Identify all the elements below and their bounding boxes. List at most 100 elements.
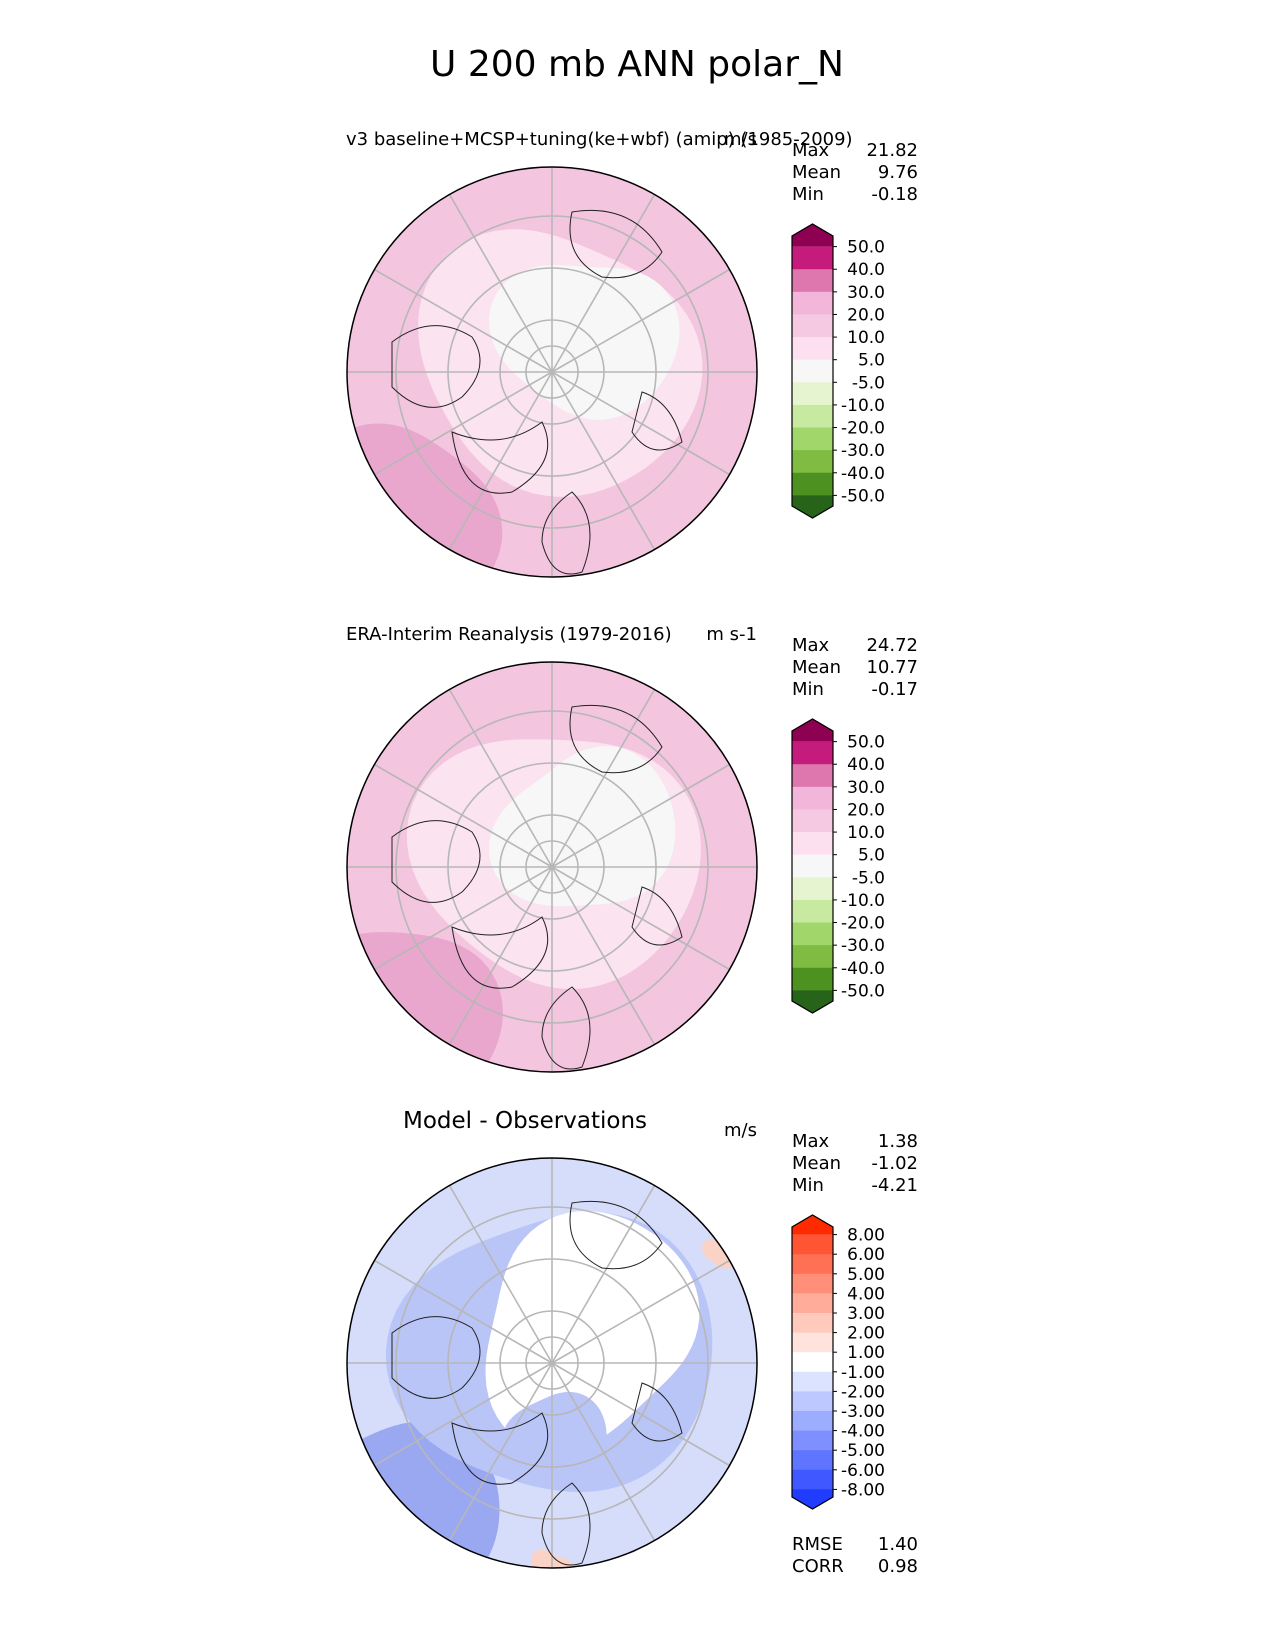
colorbar-segment xyxy=(792,291,833,315)
longitude-line xyxy=(448,1362,553,1541)
colorbar-tick-label: -10.0 xyxy=(841,891,885,911)
colorbar-segment xyxy=(792,832,833,856)
coastline xyxy=(391,820,481,903)
stat-value: -0.17 xyxy=(871,679,918,700)
stat-label: Max xyxy=(792,635,830,656)
colorbar-segment xyxy=(792,1313,833,1334)
colorbar-tick-label: -3.00 xyxy=(841,1402,885,1422)
colorbar-segment xyxy=(792,877,833,901)
coastline xyxy=(569,704,663,774)
longitude-line xyxy=(374,1259,553,1364)
colorbar-tick-label: -8.00 xyxy=(841,1480,885,1500)
field-strong-region xyxy=(347,932,503,1072)
colorbar-segment xyxy=(792,269,833,293)
field-negative-patch xyxy=(501,1391,607,1482)
colorbar-tick-label: -40.0 xyxy=(841,464,885,484)
coastline xyxy=(541,1482,591,1566)
field-core xyxy=(488,746,676,907)
colorbar-tick-label: 20.0 xyxy=(847,305,885,325)
stat-value: -0.18 xyxy=(871,184,918,205)
colorbar-tick-label: -30.0 xyxy=(841,936,885,956)
longitude-line xyxy=(551,866,656,1045)
colorbar-segment xyxy=(792,1411,833,1432)
longitude-line xyxy=(374,866,553,971)
colorbar-segment xyxy=(792,450,833,474)
colorbar-tick-label: -20.0 xyxy=(841,914,885,934)
colorbar-outline xyxy=(791,718,834,1014)
colorbar-outline xyxy=(791,223,834,519)
polar-map xyxy=(347,167,757,577)
map-border xyxy=(346,661,758,1073)
colorbar-tick-label: 1.00 xyxy=(847,1343,885,1363)
stat-label: CORR xyxy=(792,1556,844,1577)
longitude-line xyxy=(374,1362,553,1467)
colorbar-extend-max xyxy=(792,1215,833,1235)
panels: v3 baseline+MCSP+tuning(ke+wbf) (amip) (… xyxy=(346,129,918,1577)
colorbar-segment xyxy=(792,1391,833,1412)
panel-1: v3 baseline+MCSP+tuning(ke+wbf) (amip) (… xyxy=(346,129,918,578)
map-border xyxy=(346,1157,758,1569)
stat-value: 0.98 xyxy=(878,1556,918,1577)
colorbar-tick-label: -1.00 xyxy=(841,1363,885,1383)
colorbar-segment xyxy=(792,1430,833,1451)
stat-value: -4.21 xyxy=(871,1175,918,1196)
colorbar-segment xyxy=(792,786,833,810)
stat-label: Min xyxy=(792,1175,824,1196)
panel-units: m s-1 xyxy=(706,624,757,645)
colorbar-tick-label: 4.00 xyxy=(847,1284,885,1304)
coastline xyxy=(541,986,591,1070)
stat-value: 1.40 xyxy=(878,1534,918,1555)
stat-label: RMSE xyxy=(792,1534,843,1555)
colorbar-segment xyxy=(792,1254,833,1275)
colorbar-tick-label: 5.0 xyxy=(858,846,885,866)
longitude-line xyxy=(374,763,553,868)
colorbar-tick-label: -30.0 xyxy=(841,441,885,461)
coastline xyxy=(631,1382,683,1442)
longitude-line xyxy=(448,194,553,373)
coastline xyxy=(391,325,481,408)
colorbar-tick-label: 5.00 xyxy=(847,1265,885,1285)
colorbar-segment xyxy=(792,967,833,991)
stat-value: 24.72 xyxy=(866,635,918,656)
colorbar-segment xyxy=(792,246,833,270)
stat-value: 1.38 xyxy=(878,1131,918,1152)
colorbar-tick-label: -4.00 xyxy=(841,1422,885,1442)
longitude-line xyxy=(448,866,553,1045)
colorbar-extend-min xyxy=(792,495,833,518)
polar-map xyxy=(347,1158,757,1568)
map-border xyxy=(346,166,758,578)
colorbar-segment xyxy=(792,337,833,361)
coastline xyxy=(631,886,683,946)
stat-value: 10.77 xyxy=(866,657,918,678)
colorbar-tick-label: 6.00 xyxy=(847,1245,885,1265)
longitude-line xyxy=(374,268,553,373)
coastline xyxy=(541,491,591,575)
colorbar-tick-label: 3.00 xyxy=(847,1304,885,1324)
colorbar-segment xyxy=(792,1469,833,1490)
colorbar-outline xyxy=(791,1214,834,1510)
coastline xyxy=(569,209,663,279)
panel-title: Model - Observations xyxy=(403,1108,647,1134)
stat-label: Mean xyxy=(792,1153,841,1174)
polar-map xyxy=(347,662,757,1072)
colorbar-tick-label: 40.0 xyxy=(847,755,885,775)
colorbar-segment xyxy=(792,314,833,338)
panel-title: v3 baseline+MCSP+tuning(ke+wbf) (amip) (… xyxy=(346,129,853,150)
figure-title: U 200 mb ANN polar_N xyxy=(430,44,844,85)
longitude-line xyxy=(551,1259,730,1364)
panel-2: ERA-Interim Reanalysis (1979-2016) m s-1 M… xyxy=(346,624,918,1073)
colorbar-segment xyxy=(792,922,833,946)
stat-label: Min xyxy=(792,679,824,700)
stat-label: Mean xyxy=(792,657,841,678)
colorbar: 50.040.0 30.020.0 10.0 5.0-5.0 -10.0 -20.0-30… xyxy=(791,223,885,519)
colorbar-tick-label: 8.00 xyxy=(847,1226,885,1246)
longitude-line xyxy=(448,689,553,868)
longitude-line xyxy=(551,371,730,476)
panel-3: Model - Observations m/s Max 1.38 Mean -1.02 M… xyxy=(346,1108,918,1577)
longitude-line xyxy=(551,1362,730,1467)
colorbar-segment xyxy=(792,764,833,788)
longitude-line xyxy=(551,371,656,550)
longitude-line xyxy=(551,866,730,971)
colorbar-extend-min xyxy=(792,1489,833,1509)
longitude-line xyxy=(551,1362,656,1541)
